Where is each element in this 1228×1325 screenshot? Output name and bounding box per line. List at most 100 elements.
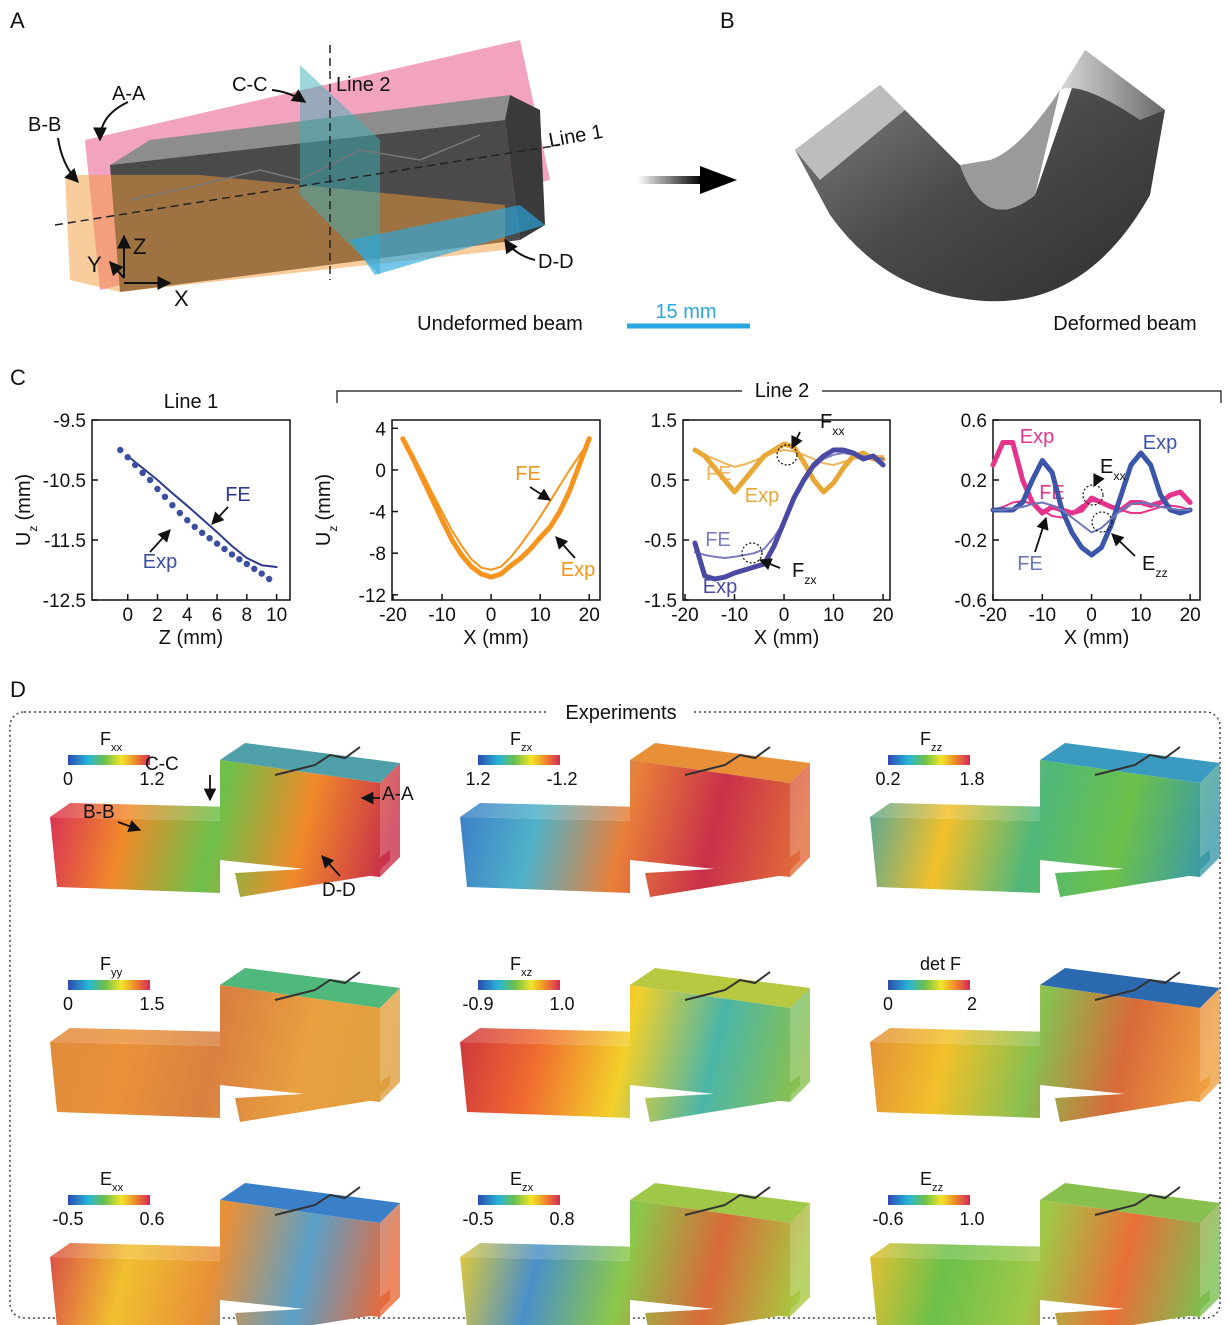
- data-point: [184, 517, 190, 523]
- y-tick-label: -1.5: [644, 591, 677, 612]
- series-label: Exp: [1020, 426, 1054, 448]
- panel-label: D: [10, 677, 26, 702]
- data-point: [214, 540, 220, 546]
- data-point: [229, 551, 235, 557]
- x-tick-label: 20: [872, 605, 893, 626]
- map-label-main: E: [510, 1169, 522, 1189]
- x-tick-label: -10: [428, 605, 455, 626]
- map-face: [1200, 988, 1220, 1102]
- series-label: Exp: [1143, 432, 1177, 454]
- colorbar-label: 1.5: [139, 994, 164, 1014]
- x-tick-label: -10: [1029, 605, 1056, 626]
- map-label: Fzx: [510, 729, 533, 754]
- map-label-sub: zx: [521, 742, 533, 754]
- arrow: [637, 166, 737, 194]
- x-axis-label: X (mm): [463, 627, 529, 649]
- x-tick-label: -20: [379, 605, 406, 626]
- line-label: Line 1: [547, 121, 604, 152]
- colorbar-label: 2: [967, 994, 977, 1014]
- data-point: [236, 556, 242, 562]
- annotation: Ezz: [1142, 553, 1168, 580]
- y-tick-label: -9.5: [53, 411, 86, 432]
- panel-label: B: [720, 8, 735, 33]
- map-face: [380, 988, 400, 1102]
- data-point: [251, 566, 257, 572]
- map-label-sub: xx: [112, 1182, 124, 1194]
- colorbar: [888, 980, 970, 990]
- map-label: Fxx: [100, 729, 123, 754]
- map-face: [460, 1042, 630, 1118]
- x-tick-label: 10: [823, 605, 844, 626]
- colorbar-label: 1.8: [959, 769, 984, 789]
- colorbar-label: 0.6: [139, 1209, 164, 1229]
- y-axis-label: Uz(mm): [313, 474, 340, 546]
- strain-map: [460, 968, 810, 1122]
- data-point: [132, 462, 138, 468]
- annotation-main: F: [792, 560, 804, 582]
- colorbar: [68, 980, 150, 990]
- x-tick-label: 10: [266, 605, 287, 626]
- data-point: [139, 470, 145, 476]
- section-label: C-C: [145, 754, 179, 775]
- map-face: [870, 1257, 1040, 1325]
- annotation: Fxx: [820, 411, 845, 438]
- data-point: [162, 494, 168, 500]
- colorbar-label: 0: [63, 994, 73, 1014]
- y-axis-label-unit: (mm): [13, 474, 35, 521]
- colorbar-label: -0.6: [872, 1209, 903, 1229]
- data-point: [244, 561, 250, 567]
- series-label: FE: [515, 463, 541, 485]
- y-axis-label-sub: z: [26, 525, 40, 531]
- map-face: [790, 1203, 810, 1317]
- map-face: [870, 817, 1040, 893]
- map-label-sub: zz: [931, 742, 943, 754]
- annotation-sub: xx: [832, 424, 845, 438]
- colorbar: [68, 1195, 150, 1205]
- map-face: [1200, 1203, 1220, 1317]
- x-tick-label: 0: [122, 605, 133, 626]
- map-label: Ezx: [510, 1169, 534, 1194]
- data-point: [117, 447, 123, 453]
- chart-title: Line 1: [164, 391, 219, 413]
- map-label-main: F: [100, 954, 111, 974]
- map-label-main: F: [920, 729, 931, 749]
- y-axis-label-sub: z: [326, 525, 340, 531]
- pointer-arrow: [556, 537, 575, 558]
- pointer-arrow: [212, 507, 228, 524]
- y-tick-label: -8: [369, 544, 386, 565]
- colorbar-label: -0.5: [52, 1209, 83, 1229]
- annotation-main: F: [820, 411, 832, 433]
- colorbar-label: 0.8: [549, 1209, 574, 1229]
- x-axis-label: X (mm): [1064, 627, 1130, 649]
- strain-map: [870, 968, 1220, 1122]
- colorbar: [478, 755, 560, 765]
- x-tick-label: 2: [152, 605, 163, 626]
- colorbar: [478, 980, 560, 990]
- map-label-main: F: [100, 729, 111, 749]
- section-label: A-A: [382, 784, 414, 805]
- annotation: Exx: [1100, 456, 1127, 483]
- pointer-arrow: [1094, 478, 1098, 486]
- map-face: [870, 1042, 1040, 1118]
- section-label: D-D: [538, 251, 574, 273]
- y-tick-label: 1.5: [651, 411, 677, 432]
- frame-title: Experiments: [565, 702, 676, 724]
- colorbar: [888, 1195, 970, 1205]
- colorbar-label: -0.5: [462, 1209, 493, 1229]
- annotation: Fzx: [792, 560, 817, 587]
- section-label: C-C: [232, 74, 268, 96]
- y-tick-label: -0.2: [954, 531, 987, 552]
- colorbar-label: -0.9: [462, 994, 493, 1014]
- deformed-beam: [795, 50, 1165, 301]
- strain-map: [50, 968, 400, 1122]
- pointer-arrow: [150, 530, 170, 552]
- data-point: [177, 510, 183, 516]
- map-face: [460, 817, 630, 893]
- map-label-main: F: [510, 954, 521, 974]
- x-tick-label: 0: [1086, 605, 1097, 626]
- annotation-sub: zz: [1155, 566, 1167, 580]
- colorbar-label: -1.2: [546, 769, 577, 789]
- series-label: FE: [705, 529, 731, 551]
- x-axis-label: X (mm): [754, 627, 820, 649]
- data-line: [993, 503, 1190, 533]
